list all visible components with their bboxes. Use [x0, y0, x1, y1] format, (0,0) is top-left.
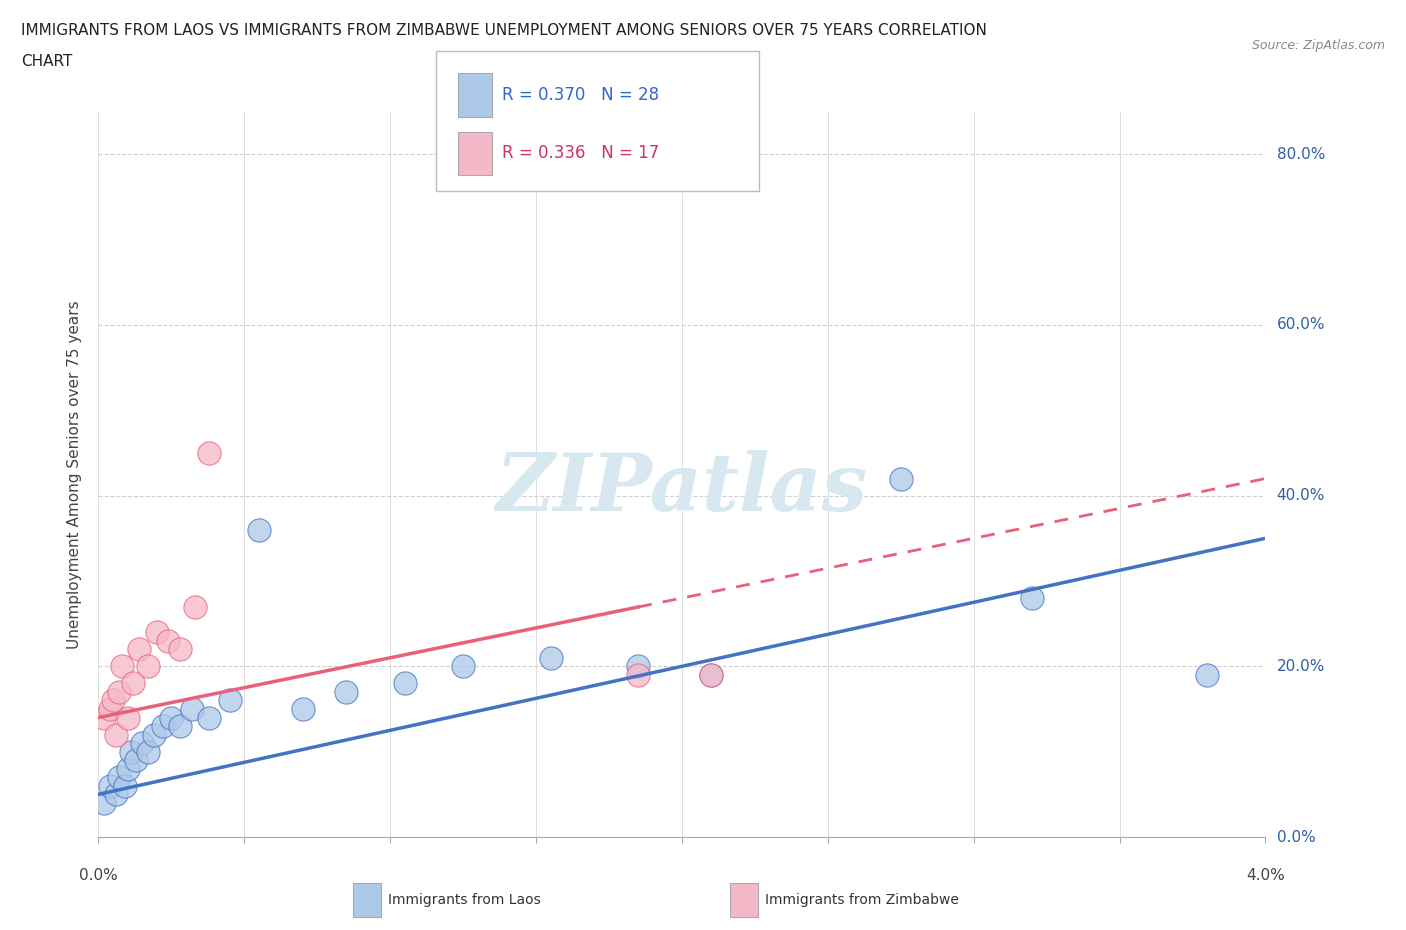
Point — [1021, 591, 1043, 605]
Point — [160, 711, 183, 725]
Point — [98, 701, 121, 716]
Text: IMMIGRANTS FROM LAOS VS IMMIGRANTS FROM ZIMBABWE UNEMPLOYMENT AMONG SENIORS OVER: IMMIGRANTS FROM LAOS VS IMMIGRANTS FROM … — [21, 23, 987, 38]
Point — [114, 778, 136, 793]
Text: 4.0%: 4.0% — [1246, 868, 1285, 883]
Point — [218, 693, 240, 708]
Point — [146, 625, 169, 640]
Text: CHART: CHART — [21, 54, 73, 69]
Point — [291, 701, 314, 716]
Point — [108, 684, 131, 699]
Point — [198, 711, 221, 725]
Point — [98, 778, 121, 793]
Text: Source: ZipAtlas.com: Source: ZipAtlas.com — [1251, 39, 1385, 52]
Point — [131, 736, 153, 751]
Point — [247, 523, 270, 538]
Point — [136, 744, 159, 759]
Point — [117, 762, 139, 777]
Point — [111, 658, 134, 673]
Point — [93, 795, 115, 810]
Text: 40.0%: 40.0% — [1277, 488, 1324, 503]
Point — [122, 676, 145, 691]
Point — [700, 668, 723, 683]
Text: R = 0.370   N = 28: R = 0.370 N = 28 — [502, 86, 659, 104]
Point — [394, 676, 416, 691]
Point — [104, 787, 127, 802]
Point — [890, 472, 912, 486]
Point — [451, 658, 474, 673]
Point — [1195, 668, 1218, 683]
Point — [169, 719, 191, 734]
Point — [180, 701, 202, 716]
Text: 20.0%: 20.0% — [1277, 658, 1324, 674]
Point — [104, 727, 127, 742]
Point — [157, 633, 180, 648]
Text: Immigrants from Zimbabwe: Immigrants from Zimbabwe — [765, 893, 959, 908]
Point — [183, 599, 205, 614]
Text: 0.0%: 0.0% — [79, 868, 118, 883]
Point — [169, 642, 191, 657]
Text: 0.0%: 0.0% — [1277, 830, 1315, 844]
Y-axis label: Unemployment Among Seniors over 75 years: Unemployment Among Seniors over 75 years — [67, 300, 83, 648]
Text: 80.0%: 80.0% — [1277, 147, 1324, 162]
Point — [540, 650, 562, 665]
Point — [93, 711, 115, 725]
Text: 60.0%: 60.0% — [1277, 317, 1324, 332]
Point — [108, 770, 131, 785]
Point — [152, 719, 174, 734]
Point — [101, 693, 124, 708]
Point — [128, 642, 150, 657]
Point — [117, 711, 139, 725]
Point — [335, 684, 357, 699]
Point — [142, 727, 165, 742]
Text: ZIPatlas: ZIPatlas — [496, 450, 868, 527]
Point — [125, 752, 148, 767]
Point — [627, 668, 650, 683]
Point — [120, 744, 142, 759]
Point — [198, 445, 221, 460]
Point — [700, 668, 723, 683]
Text: Immigrants from Laos: Immigrants from Laos — [388, 893, 541, 908]
Text: R = 0.336   N = 17: R = 0.336 N = 17 — [502, 144, 659, 163]
Point — [627, 658, 650, 673]
Point — [136, 658, 159, 673]
